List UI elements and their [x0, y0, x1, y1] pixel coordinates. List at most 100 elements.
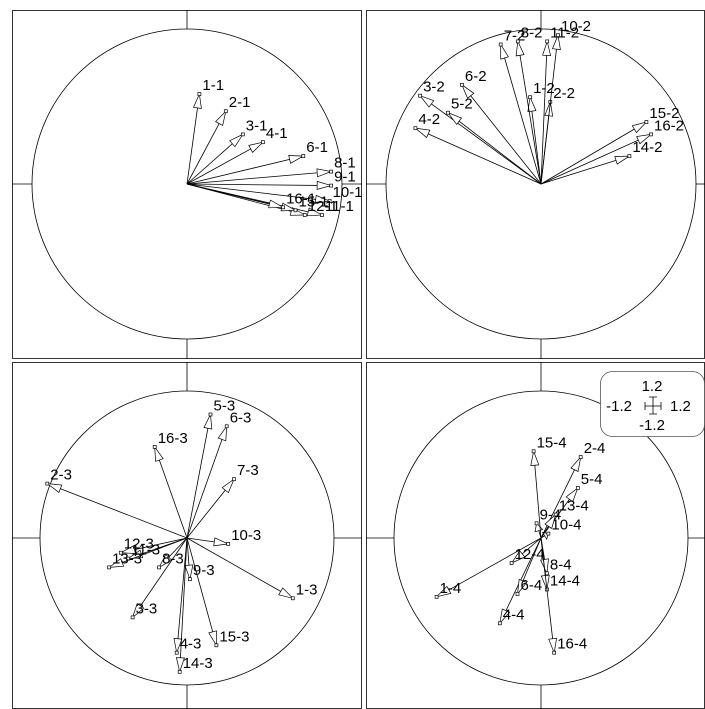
- arrow-6-2: 6-2: [460, 68, 542, 185]
- arrow-tip-marker: [578, 455, 583, 459]
- point-label: 6-4: [521, 577, 543, 594]
- point-label: 2-1: [229, 94, 251, 111]
- arrow-head: [517, 578, 528, 596]
- arrow-tip-marker: [498, 42, 503, 47]
- arrow-head: [446, 111, 463, 125]
- arrow-5-3: 5-3: [186, 398, 235, 539]
- arrow-tip-marker: [281, 205, 285, 210]
- arrow-tip-marker: [329, 183, 333, 188]
- arrow-8-3: 8-3: [157, 537, 188, 570]
- arrow-head: [154, 445, 164, 462]
- arrow-shaft: [154, 446, 188, 539]
- arrow-tip-marker: [302, 213, 307, 217]
- point-label: 10-4: [551, 517, 581, 534]
- arrow-head: [565, 486, 579, 503]
- arrow-tip-marker: [545, 39, 550, 44]
- arrow-14-3: 14-3: [175, 537, 213, 674]
- arrow-16-3: 16-3: [152, 430, 188, 539]
- arrow-head: [435, 585, 452, 598]
- correlation-circle: [39, 390, 335, 686]
- arrow-10-3: 10-3: [186, 527, 261, 547]
- arrow-tip-marker: [226, 542, 231, 546]
- arrow-head: [414, 127, 431, 139]
- arrow-tip-marker: [418, 93, 422, 98]
- point-label: 16-1: [286, 190, 316, 207]
- arrow-shaft: [186, 94, 200, 185]
- panel-frame: [12, 10, 362, 359]
- arrow-head: [306, 207, 324, 217]
- arrow-head: [534, 522, 544, 533]
- point-label: 12-3: [124, 536, 154, 553]
- arrow-head: [213, 537, 230, 547]
- arrow-head: [268, 199, 285, 209]
- point-label: 4-1: [266, 125, 288, 142]
- arrow-head: [217, 425, 228, 442]
- arrow-head: [614, 155, 631, 165]
- point-label: 3-1: [246, 117, 268, 134]
- arrow-tip-marker: [152, 445, 157, 449]
- arrow-head: [221, 478, 235, 494]
- arrow-head: [552, 33, 561, 51]
- arrow-3-1: 3-1: [186, 117, 268, 185]
- point-label: 9-4: [540, 506, 562, 523]
- point-label: 16-3: [158, 430, 188, 447]
- panel-4: 1-4 2-4 4-4 5-4 6-4 8-4 9-410-4 12-4 13-4 14-4 15-…: [366, 362, 705, 709]
- arrow-tip-marker: [188, 577, 192, 582]
- panel-frame: [366, 10, 705, 359]
- panel-3: 1-32-33-34-35-36-37-38-39-310-311-312-31…: [12, 362, 362, 709]
- point-label: 6-1: [306, 139, 328, 156]
- arrow-tip-marker: [240, 132, 245, 137]
- scale-top-label: 1.2: [642, 378, 663, 395]
- arrow-shaft: [540, 537, 555, 653]
- point-label: 1-2: [533, 80, 555, 97]
- arrow-4-1: 4-1: [186, 125, 288, 185]
- arrow-1-2: 1-2: [527, 80, 555, 185]
- arrow-tip-marker: [434, 594, 439, 599]
- point-label: 7-2: [504, 28, 526, 45]
- arrow-shaft: [176, 537, 188, 653]
- arrow-16-2: 16-2: [540, 117, 684, 185]
- point-label: 15-2: [649, 105, 679, 122]
- arrow-9-4: 9-4: [534, 506, 562, 539]
- arrow-8-1: 8-1: [186, 155, 356, 185]
- arrow-15-2: 15-2: [540, 105, 679, 185]
- point-label: 14-3: [183, 655, 213, 672]
- arrow-tip-marker: [197, 92, 202, 96]
- arrow-tip-marker: [232, 477, 236, 482]
- arrow-tip-marker: [290, 596, 295, 601]
- arrow-tip-marker: [118, 550, 123, 555]
- arrow-tip-marker: [528, 95, 532, 100]
- arrow-tip-marker: [413, 126, 418, 131]
- arrow-head: [248, 141, 265, 153]
- correlation-circle: [393, 390, 689, 686]
- arrow-head: [288, 155, 305, 164]
- arrow-shaft: [540, 134, 652, 185]
- point-label: 15-4: [537, 434, 567, 451]
- arrow-tip-marker: [320, 213, 324, 217]
- arrow-shaft: [540, 35, 559, 185]
- arrow-12-4: 12-4: [509, 537, 545, 565]
- arrow-shaft: [186, 183, 284, 208]
- arrow-tip-marker: [107, 565, 111, 570]
- arrow-tip-marker: [446, 110, 450, 115]
- point-label: 12-1: [308, 198, 338, 215]
- arrow-8-2: 8-2: [515, 24, 542, 185]
- arrow-2-3: 2-3: [45, 467, 188, 539]
- arrow-tip-marker: [45, 481, 50, 486]
- arrow-9-3: 9-3: [184, 537, 215, 582]
- arrow-head: [527, 95, 537, 113]
- arrow-shaft: [529, 97, 542, 185]
- arrow-tip-marker: [545, 571, 549, 576]
- point-label: 15-3: [219, 628, 249, 645]
- arrow-tip-marker: [261, 140, 265, 145]
- arrow-head: [500, 43, 509, 60]
- arrow-head: [461, 83, 475, 99]
- arrow-shaft: [415, 127, 542, 185]
- arrow-shaft: [186, 155, 304, 185]
- scale-cross-icon: [644, 396, 662, 415]
- arrow-5-4: 5-4: [540, 471, 602, 539]
- arrow-10-2: 10-2: [540, 18, 591, 185]
- arrow-16-4: 16-4: [540, 537, 587, 655]
- arrow-shaft: [132, 537, 188, 618]
